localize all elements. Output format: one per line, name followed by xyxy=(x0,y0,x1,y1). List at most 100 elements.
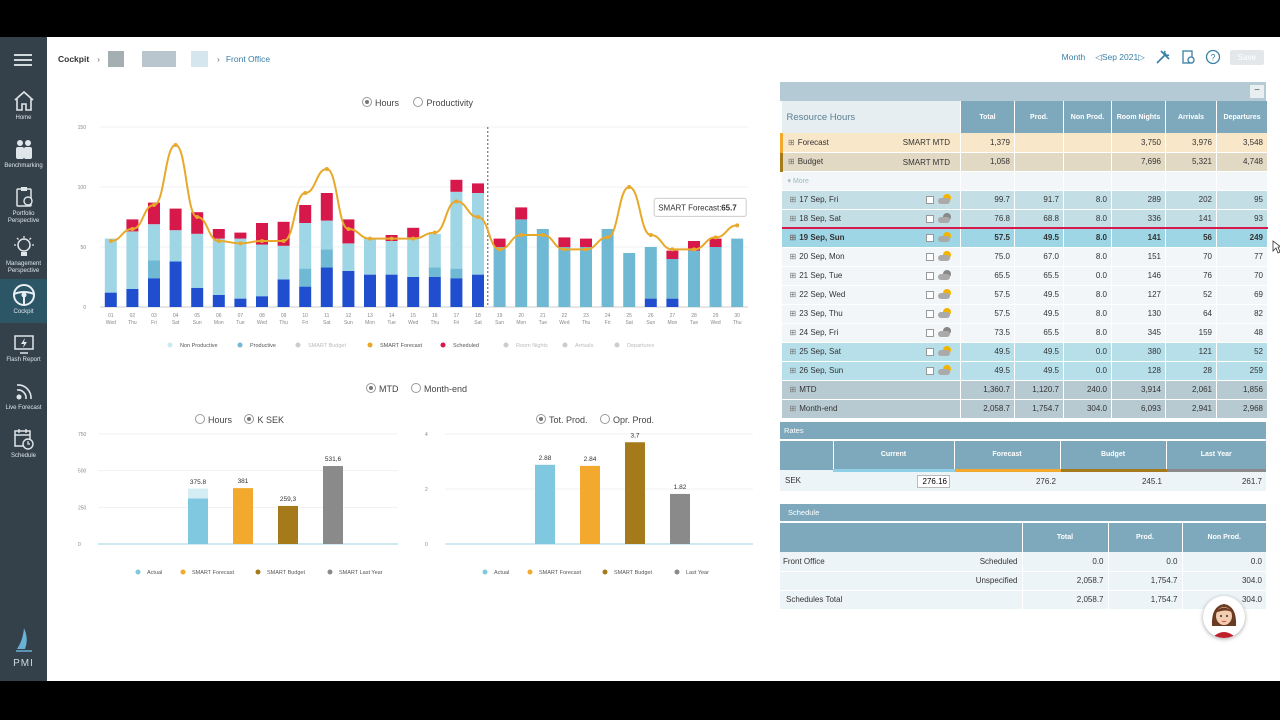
tools-icon[interactable] xyxy=(1155,49,1171,65)
breadcrumb-block[interactable] xyxy=(108,51,125,67)
next-arrow-icon[interactable]: ▷ xyxy=(1138,51,1145,62)
date-label[interactable]: Sep 2021 xyxy=(1101,52,1139,62)
resource-row[interactable]: ⊞ 20 Sep, Mon 75.0 67.0 8.0 151 70 77 xyxy=(781,247,1268,267)
resource-value: 8.0 xyxy=(1063,190,1112,210)
resource-row[interactable]: ⊞ 22 Sep, Wed 57.5 49.5 8.0 127 52 69 xyxy=(781,285,1268,305)
resource-row[interactable]: ⊞ 18 Sep, Sat 76.8 68.8 8.0 336 141 93 xyxy=(781,209,1268,229)
expand-icon[interactable]: ⊞ xyxy=(789,233,797,243)
assistant-avatar[interactable] xyxy=(1203,596,1245,638)
expand-icon[interactable]: ⊞ xyxy=(789,347,797,356)
rates-title: Rates xyxy=(780,422,1266,439)
period-selector[interactable]: Month xyxy=(1061,52,1086,62)
unit-hours-radio[interactable]: Hours xyxy=(195,410,232,427)
note-checkbox[interactable] xyxy=(926,309,934,318)
expand-icon[interactable]: ⊞ xyxy=(789,328,797,337)
hours-radio[interactable]: Hours xyxy=(362,93,399,110)
sidebar-item-live-forecast[interactable]: Live Forecast xyxy=(0,379,47,417)
note-checkbox[interactable] xyxy=(926,290,934,299)
expand-icon[interactable]: ⊞ xyxy=(789,290,797,299)
schedule-value: 304.0 xyxy=(1241,595,1262,605)
resource-value: 121 xyxy=(1165,342,1217,362)
note-checkbox[interactable] xyxy=(926,214,934,223)
resource-header: Non Prod. xyxy=(1063,101,1112,133)
expand-icon[interactable]: ⊞ xyxy=(788,157,795,166)
daily-hours-chart: 15010050001Wed02Thu03Fri04Sat05Sun06Mon0… xyxy=(78,125,748,348)
settings-page-icon[interactable] xyxy=(1180,49,1196,65)
more-toggle[interactable]: ▾ More xyxy=(781,171,961,191)
resource-value: 95 xyxy=(1216,190,1268,210)
sidebar-item-flash-report[interactable]: Flash Report xyxy=(0,333,47,369)
resource-row[interactable]: ⊞ 17 Sep, Fri 99.7 91.7 8.0 289 202 95 xyxy=(781,190,1268,210)
y-tick-label: 50 xyxy=(80,245,86,251)
expand-icon[interactable]: ⊞ xyxy=(789,309,797,318)
unit-ksek-radio[interactable]: K SEK xyxy=(244,410,284,427)
productivity-radio[interactable]: Productivity xyxy=(413,93,473,110)
breadcrumb-root[interactable]: Cockpit xyxy=(58,54,90,64)
resource-value: 2,941 xyxy=(1165,399,1217,419)
note-checkbox[interactable] xyxy=(926,347,934,356)
resource-row[interactable]: ⊞ 19 Sep, Sun 57.5 49.5 8.0 141 56 249 xyxy=(781,228,1268,248)
sidebar-item-cockpit[interactable]: Cockpit xyxy=(0,279,47,323)
radio-icon xyxy=(410,383,421,393)
resource-value: 151 xyxy=(1111,247,1166,267)
breadcrumb-leaf[interactable]: Front Office xyxy=(225,54,271,64)
tot-prod-radio[interactable]: Tot. Prod. xyxy=(536,410,588,427)
resource-row[interactable]: ⊞ Month-end 2,058.7 1,754.7 304.0 6,093 2,941 2… xyxy=(781,399,1268,419)
month-end-radio[interactable]: Month-end xyxy=(410,379,467,396)
menu-icon[interactable] xyxy=(14,54,32,66)
bar-segment xyxy=(104,238,117,293)
weather-icon xyxy=(938,232,952,242)
legend-marker xyxy=(527,569,533,575)
breadcrumb-block[interactable] xyxy=(191,51,209,67)
resource-row[interactable]: ⊞ 24 Sep, Fri 73.5 65.5 8.0 345 159 48 xyxy=(781,323,1268,343)
expand-icon[interactable]: ⊞ xyxy=(789,271,797,280)
opr-prod-radio[interactable]: Opr. Prod. xyxy=(599,410,654,427)
resource-row[interactable]: ⊞ 21 Sep, Tue 65.5 65.5 0.0 146 76 70 xyxy=(781,266,1268,286)
resource-row[interactable]: ⊞ Forecast SMART MTD 1,379 3,750 3,976 3,548 xyxy=(780,133,1268,153)
expand-icon[interactable]: ⊞ xyxy=(789,385,797,394)
expand-icon[interactable]: ⊞ xyxy=(789,252,797,261)
resource-value: 127 xyxy=(1111,285,1166,305)
panel-header-bar: − xyxy=(780,82,1266,101)
resource-row[interactable]: ⊞ 25 Sep, Sat 49.5 49.5 0.0 380 121 52 xyxy=(781,342,1268,362)
resource-row[interactable]: ⊞ MTD 1,360.7 1,120.7 240.0 3,914 2,061 1,856 xyxy=(781,380,1268,400)
sidebar-item-management[interactable]: Management Perspective xyxy=(0,235,47,277)
bar-segment xyxy=(148,224,160,261)
x-weekday-label: Thu xyxy=(279,320,288,326)
expand-icon[interactable]: ⊞ xyxy=(789,404,797,413)
sidebar-item-benchmarking[interactable]: Benchmarking xyxy=(0,137,47,177)
resource-row[interactable]: ⊞ 26 Sep, Sun 49.5 49.5 0.0 128 28 259 xyxy=(781,361,1268,381)
help-icon[interactable]: ? xyxy=(1205,49,1221,65)
row-label: MTD xyxy=(799,385,817,394)
current-rate-input[interactable] xyxy=(917,474,950,488)
note-checkbox[interactable] xyxy=(926,252,934,261)
note-checkbox[interactable] xyxy=(926,271,934,280)
bar-segment xyxy=(407,227,420,238)
forecast-point xyxy=(152,203,156,207)
note-checkbox[interactable] xyxy=(926,366,934,375)
schedule-value: 304.0 xyxy=(1182,571,1266,591)
note-checkbox[interactable] xyxy=(926,234,934,242)
resource-value: 3,914 xyxy=(1111,380,1166,400)
resource-value: 8.0 xyxy=(1063,304,1112,324)
save-button[interactable]: Save xyxy=(1229,49,1264,65)
bar-segment xyxy=(450,268,463,279)
expand-icon[interactable]: ⊞ xyxy=(789,366,797,375)
x-weekday-label: Sun xyxy=(495,320,504,326)
resource-row[interactable]: ⊞ Budget SMART MTD 1,058 7,696 5,321 4,748 xyxy=(780,152,1268,172)
expand-icon[interactable]: ⊞ xyxy=(789,213,797,223)
note-checkbox[interactable] xyxy=(926,195,934,204)
collapse-button[interactable]: − xyxy=(1250,85,1264,98)
resource-value: 68.8 xyxy=(1014,209,1064,229)
bar-segment xyxy=(299,223,312,269)
sidebar-item-portfolio[interactable]: Portfolio Perspective xyxy=(0,185,47,227)
resource-row[interactable]: ⊞ 23 Sep, Thu 57.5 49.5 8.0 130 64 82 xyxy=(781,304,1268,324)
expand-icon[interactable]: ⊞ xyxy=(788,137,795,147)
sidebar-item-schedule[interactable]: Schedule xyxy=(0,427,47,465)
mtd-radio[interactable]: MTD xyxy=(366,379,399,396)
sidebar-item-home[interactable]: Home xyxy=(0,89,47,129)
note-checkbox[interactable] xyxy=(926,328,934,337)
prev-arrow-icon[interactable]: ◁ xyxy=(1095,51,1102,62)
expand-icon[interactable]: ⊞ xyxy=(789,195,797,204)
breadcrumb-block[interactable] xyxy=(142,51,177,67)
